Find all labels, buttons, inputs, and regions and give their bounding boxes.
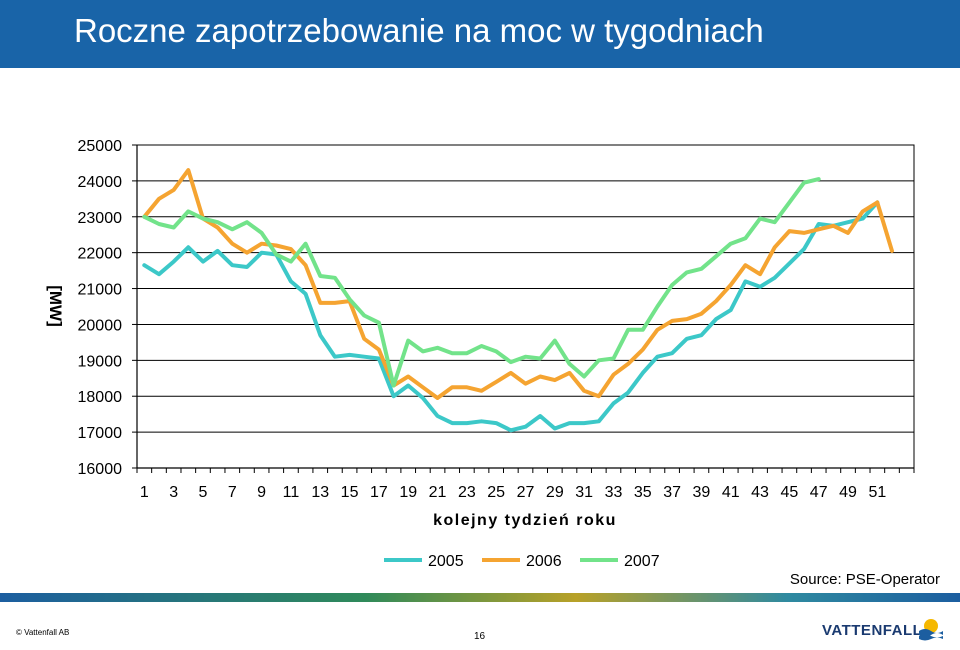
x-tick-label: 5 xyxy=(199,484,208,501)
header-bar: Roczne zapotrzebowanie na moc w tygodnia… xyxy=(0,0,960,68)
series-line-2006 xyxy=(144,170,892,398)
y-tick-label: 19000 xyxy=(78,353,123,370)
footer-gradient-bar xyxy=(0,593,960,602)
source-note: Source: PSE-Operator xyxy=(790,571,940,588)
x-tick-label: 41 xyxy=(722,484,740,501)
page-number: 16 xyxy=(474,631,485,642)
x-tick-label: 17 xyxy=(370,484,388,501)
y-tick-label: 16000 xyxy=(78,461,123,478)
x-tick-label: 13 xyxy=(311,484,329,501)
copyright: © Vattenfall AB xyxy=(16,628,69,637)
x-tick-label: 9 xyxy=(257,484,266,501)
y-tick-label: 21000 xyxy=(78,282,123,299)
x-tick-label: 1 xyxy=(140,484,149,501)
x-tick-label: 35 xyxy=(634,484,652,501)
page-title: Roczne zapotrzebowanie na moc w tygodnia… xyxy=(74,12,764,50)
x-tick-label: 7 xyxy=(228,484,237,501)
y-tick-label: 20000 xyxy=(78,317,123,334)
x-tick-label: 45 xyxy=(780,484,798,501)
x-tick-label: 27 xyxy=(517,484,535,501)
y-axis-title: [MW] xyxy=(46,285,65,327)
legend-label: 2006 xyxy=(526,553,562,570)
x-tick-label: 39 xyxy=(693,484,711,501)
legend-label: 2007 xyxy=(624,553,660,570)
x-tick-label: 29 xyxy=(546,484,564,501)
x-tick-label: 49 xyxy=(839,484,857,501)
demand-chart: 16000 17000 18000 19000 20000 21000 22000 23000… xyxy=(0,68,960,588)
x-tick-label: 43 xyxy=(751,484,769,501)
x-tick-label: 31 xyxy=(575,484,593,501)
y-tick-label: 23000 xyxy=(78,210,123,227)
x-tick-label: 21 xyxy=(429,484,447,501)
y-tick-label: 24000 xyxy=(78,174,123,191)
x-axis-title: kolejny tydzień roku xyxy=(433,512,617,529)
y-tick-label: 25000 xyxy=(78,138,123,155)
x-tick-label: 23 xyxy=(458,484,476,501)
x-tick-label: 37 xyxy=(663,484,681,501)
x-tick-label: 19 xyxy=(399,484,417,501)
y-tick-label: 18000 xyxy=(78,389,123,406)
x-tick-label: 15 xyxy=(341,484,359,501)
y-tick-label: 22000 xyxy=(78,246,123,263)
x-tick-label: 3 xyxy=(169,484,178,501)
x-tick-label: 47 xyxy=(810,484,828,501)
y-tick-label: 17000 xyxy=(78,425,123,442)
legend-label: 2005 xyxy=(428,553,464,570)
x-tick-label: 33 xyxy=(605,484,623,501)
logo-text: VATTENFALL xyxy=(822,622,922,639)
x-tick-label: 11 xyxy=(283,484,300,501)
series-line-2007 xyxy=(144,179,818,385)
x-tick-label: 51 xyxy=(868,484,886,501)
sun-wave-icon xyxy=(918,616,944,642)
x-tick-label: 25 xyxy=(487,484,505,501)
